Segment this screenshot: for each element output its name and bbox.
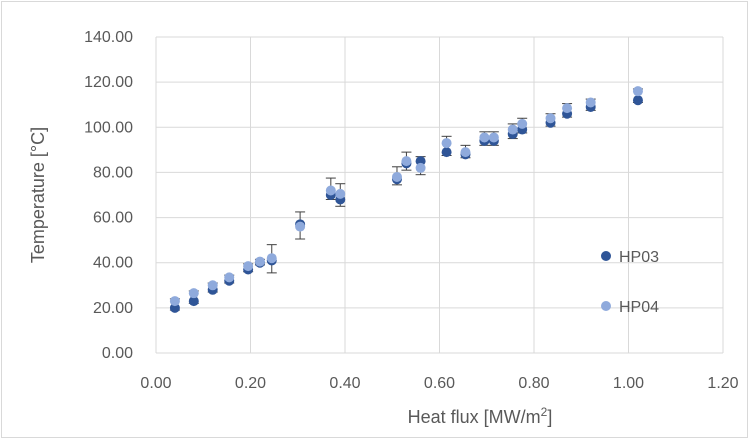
data-point-hp04: [517, 118, 528, 129]
x-axis-title: Heat flux [MW/m2]: [408, 405, 553, 427]
error-bars: [169, 88, 643, 311]
data-point-hp04: [585, 97, 596, 108]
data-point-hp04: [488, 132, 499, 143]
data-series: [169, 86, 643, 313]
data-point-hp04: [254, 256, 265, 267]
y-tick-label: 140.00: [84, 29, 133, 46]
data-point-hp04: [391, 171, 402, 182]
x-axis-title-sup: 2: [541, 405, 548, 419]
data-point-hp04: [401, 156, 412, 167]
x-tick-label: 0.20: [235, 375, 266, 392]
data-point-hp04: [188, 288, 199, 299]
data-point-hp04: [415, 162, 426, 173]
y-tick-label: 100.00: [84, 119, 133, 136]
x-tick-label: 1.20: [707, 375, 738, 392]
series-hp04: [169, 86, 643, 307]
data-point-hp03: [632, 95, 643, 106]
legend-label-hp04: HP04: [619, 299, 659, 316]
y-tick-label: 20.00: [93, 300, 133, 317]
data-point-hp04: [295, 221, 306, 232]
data-point-hp04: [479, 132, 490, 143]
x-tick-label: 0.80: [518, 375, 549, 392]
y-axis-title: Temperature [°C]: [28, 127, 48, 263]
data-point-hp04: [460, 147, 471, 158]
data-point-hp04: [243, 261, 254, 272]
data-point-hp04: [507, 124, 518, 135]
y-tick-label: 40.00: [93, 255, 133, 272]
data-point-hp04: [335, 188, 346, 199]
grid-lines: [155, 36, 724, 354]
data-point-hp04: [325, 185, 336, 196]
data-point-hp04: [224, 272, 235, 283]
data-point-hp04: [562, 103, 573, 114]
y-tick-label: 0.00: [102, 345, 133, 362]
data-point-hp04: [266, 253, 277, 264]
x-tick-label: 0.40: [329, 375, 360, 392]
x-tick-labels: 0.00 0.20 0.40 0.60 0.80 1.00 1.20: [140, 375, 738, 392]
series-hp03: [169, 95, 643, 313]
y-tick-label: 80.00: [93, 164, 133, 181]
y-tick-label: 120.00: [84, 74, 133, 91]
x-axis-title-main: Heat flux [MW/m: [408, 407, 541, 427]
y-tick-labels: 0.00 20.00 40.00 60.00 80.00 100.00 120.00 140.…: [84, 29, 133, 362]
legend-marker-hp04: [601, 301, 611, 311]
data-point-hp03: [188, 296, 199, 307]
x-tick-label: 0.00: [140, 375, 171, 392]
x-tick-label: 1.00: [613, 375, 644, 392]
data-point-hp04: [632, 86, 643, 97]
data-point-hp04: [169, 296, 180, 307]
x-tick-label: 0.60: [424, 375, 455, 392]
legend-marker-hp03: [601, 251, 611, 261]
data-point-hp04: [207, 280, 218, 291]
y-tick-label: 60.00: [93, 210, 133, 227]
x-axis-title-end: ]: [547, 407, 552, 427]
data-point-hp03: [441, 147, 452, 158]
data-point-hp04: [441, 138, 452, 149]
legend-label-hp03: HP03: [619, 249, 659, 266]
data-point-hp04: [545, 113, 556, 124]
legend: HP03 HP04: [601, 249, 659, 316]
